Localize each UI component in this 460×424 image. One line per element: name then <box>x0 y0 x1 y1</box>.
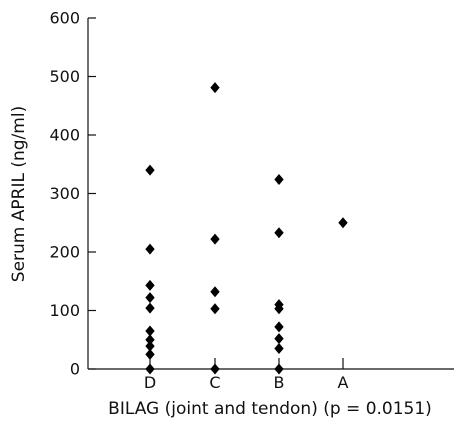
data-point <box>145 302 155 314</box>
y-tick-label: 500 <box>49 67 80 86</box>
x-tick-label: B <box>274 373 285 392</box>
y-tick-label: 200 <box>49 243 80 262</box>
data-point <box>145 164 155 176</box>
data-point <box>145 340 155 352</box>
data-points <box>145 82 348 375</box>
data-point <box>210 303 220 315</box>
y-tick-label: 0 <box>70 360 80 379</box>
data-point <box>274 321 284 333</box>
data-point <box>145 279 155 291</box>
data-point <box>274 303 284 315</box>
data-point <box>274 227 284 239</box>
y-axis-title: Serum APRIL (ng/ml) <box>9 106 29 282</box>
data-point <box>210 233 220 245</box>
y-tick-label: 400 <box>49 126 80 145</box>
axes <box>87 18 454 370</box>
data-point <box>338 217 348 229</box>
data-point <box>274 333 284 345</box>
y-tick-label: 300 <box>49 184 80 203</box>
data-point <box>145 363 155 375</box>
data-point <box>145 292 155 304</box>
data-point <box>145 243 155 255</box>
data-point <box>145 325 155 337</box>
data-point <box>210 286 220 298</box>
data-point <box>274 343 284 355</box>
data-point <box>274 363 284 375</box>
data-point <box>145 348 155 360</box>
data-point <box>274 173 284 185</box>
data-point <box>210 363 220 375</box>
data-point <box>145 334 155 346</box>
x-axis-title: BILAG (joint and tendon) (p = 0.0151) <box>108 399 432 419</box>
y-ticks: 0 100 200 300 400 500 600 <box>49 9 96 379</box>
y-tick-label: 100 <box>49 301 80 320</box>
x-tick-label: A <box>338 373 349 392</box>
data-point <box>210 82 220 94</box>
x-tick-label: D <box>144 373 156 392</box>
x-tick-label: C <box>209 373 220 392</box>
y-tick-label: 600 <box>49 9 80 28</box>
